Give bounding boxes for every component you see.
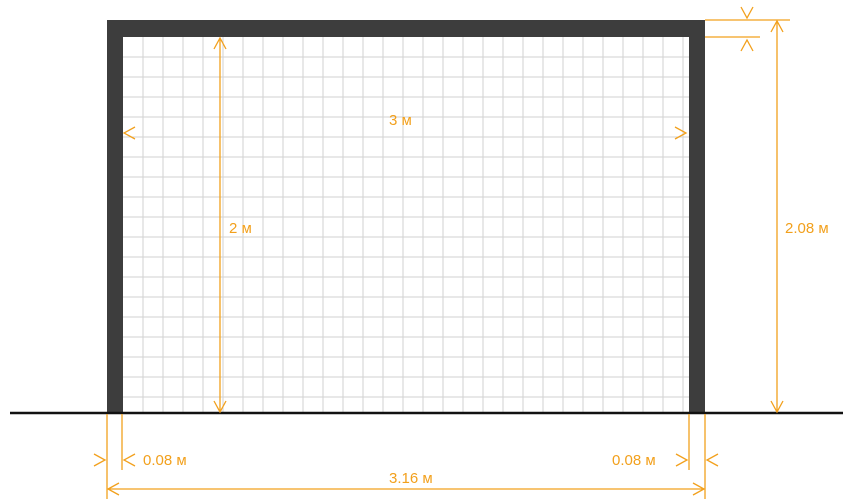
right-post-dimension	[675, 414, 719, 499]
right-post	[689, 20, 705, 414]
inner-height-dimension	[213, 36, 227, 414]
inner-height-label: 2 м	[229, 220, 252, 237]
left-post-dimension	[93, 414, 136, 499]
goal-net-grid	[123, 37, 689, 412]
right-post-label: 0.08 м	[612, 452, 656, 469]
goal-frame	[107, 20, 705, 414]
inner-width-dimension	[122, 126, 688, 140]
total-height-label: 2.08 м	[785, 220, 829, 237]
total-height-dimension	[705, 6, 790, 414]
total-width-label: 3.16 м	[389, 470, 433, 487]
crossbar	[107, 20, 705, 37]
total-width-dimension	[106, 482, 706, 496]
inner-width-label: 3 м	[389, 112, 412, 129]
left-post	[107, 20, 123, 414]
left-post-label: 0.08 м	[143, 452, 187, 469]
